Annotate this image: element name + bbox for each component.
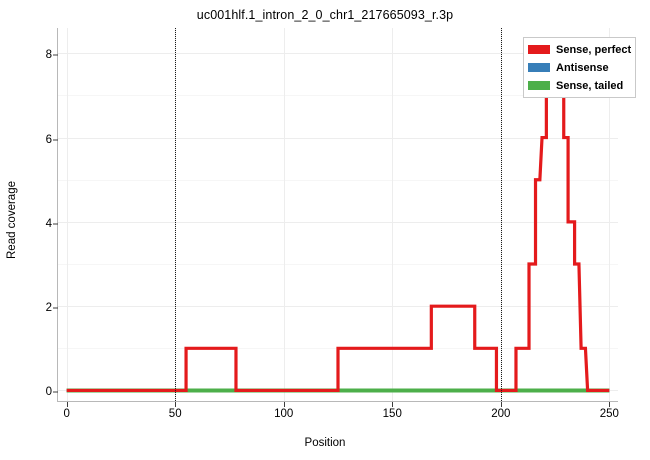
- x-tick-mark: [609, 402, 611, 407]
- vertical-marker-line: [175, 28, 177, 401]
- y-tick-label: 0: [45, 386, 52, 399]
- chart-title: uc001hlf.1_intron_2_0_chr1_217665093_r.3…: [196, 8, 454, 22]
- y-tick-mark: [53, 223, 58, 225]
- y-tick-mark: [53, 54, 58, 56]
- x-axis-line: [57, 401, 618, 402]
- legend-color-swatch: [527, 80, 551, 91]
- gridline-horizontal-minor: [58, 264, 618, 266]
- legend-label: Antisense: [556, 61, 609, 74]
- legend-label: Sense, perfect: [556, 43, 632, 56]
- y-axis-title: Read coverage: [4, 0, 20, 440]
- gridline-horizontal: [58, 221, 618, 223]
- gridline-horizontal: [58, 53, 618, 55]
- y-tick-label: 6: [45, 133, 52, 146]
- x-tick-label: 250: [599, 408, 619, 420]
- y-axis-line: [57, 28, 58, 402]
- gridline-horizontal: [58, 137, 618, 139]
- legend-color-swatch: [527, 62, 551, 73]
- gridline-horizontal-minor: [58, 179, 618, 181]
- legend-item: Sense, tailed: [527, 77, 631, 94]
- legend-item: Sense, perfect: [527, 41, 631, 58]
- y-tick-mark: [53, 139, 58, 141]
- x-tick-mark: [66, 402, 68, 407]
- x-tick-label: 0: [63, 408, 70, 420]
- x-tick-label: 200: [491, 408, 511, 420]
- x-tick-mark: [283, 402, 285, 407]
- gridline-horizontal-minor: [58, 95, 618, 97]
- x-axis-title: Position: [304, 437, 346, 449]
- legend-item: Antisense: [527, 59, 631, 76]
- y-tick-label: 8: [45, 49, 52, 62]
- gridline-vertical: [609, 28, 611, 401]
- vertical-marker-line: [500, 28, 503, 401]
- x-tick-mark: [500, 402, 502, 407]
- x-axis-ticks: 0 50 100 150 200 250: [58, 402, 619, 432]
- series-line: [66, 93, 610, 393]
- x-tick-label: 150: [382, 408, 402, 420]
- legend: Sense, perfect Antisense Sense, tailed: [523, 37, 637, 98]
- gridline-vertical: [283, 28, 285, 401]
- y-axis-ticks: 0 2 4 6 8: [20, 30, 58, 402]
- y-tick-mark: [53, 307, 58, 309]
- gridline-vertical: [66, 28, 68, 401]
- x-tick-mark: [175, 402, 177, 407]
- legend-color-swatch: [527, 44, 551, 55]
- y-tick-label: 4: [45, 217, 52, 230]
- legend-label: Sense, tailed: [556, 79, 624, 92]
- gridline-horizontal: [58, 306, 618, 308]
- gridline-vertical: [392, 28, 394, 401]
- y-axis-title-text: Read coverage: [6, 181, 18, 259]
- x-tick-label: 100: [274, 408, 294, 420]
- x-tick-mark: [392, 402, 394, 407]
- y-tick-mark: [53, 391, 58, 393]
- x-tick-label: 50: [168, 408, 182, 420]
- series-layer: [66, 93, 610, 393]
- y-tick-label: 2: [45, 302, 52, 315]
